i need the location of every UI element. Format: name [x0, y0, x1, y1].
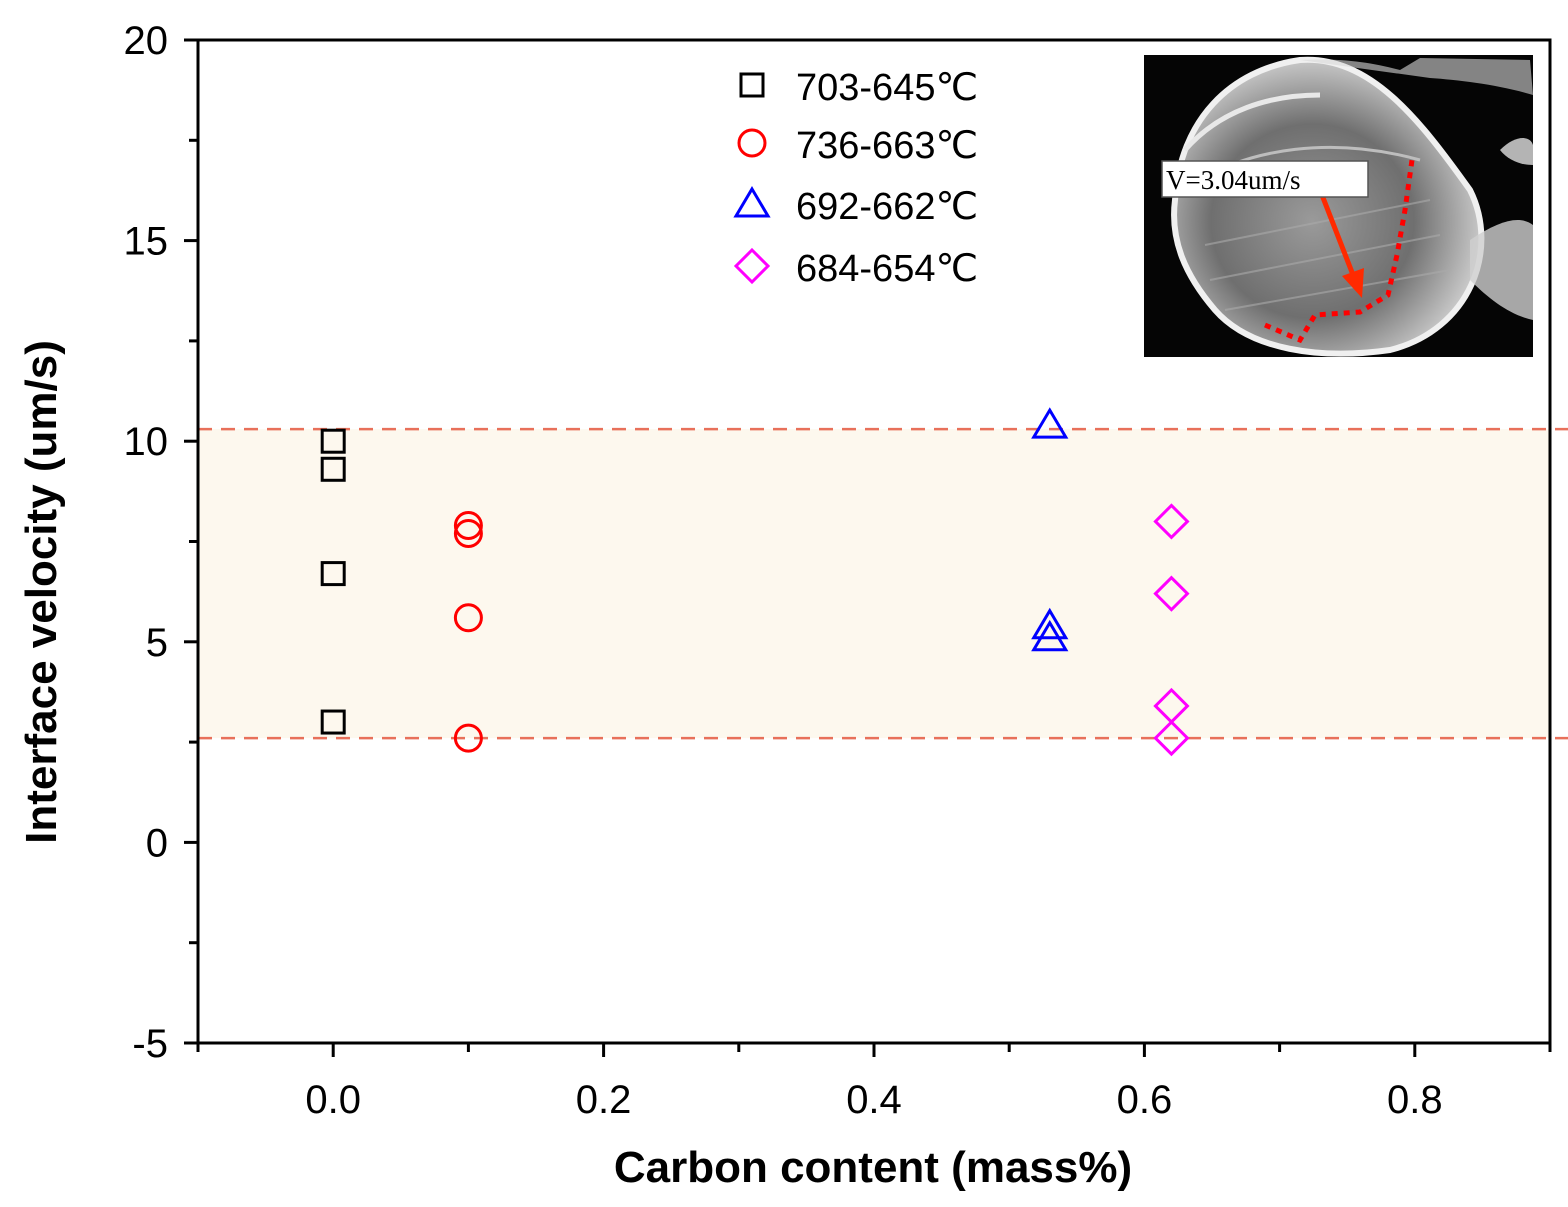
y-axis-ticks: -5 0 5 10 15 20 [124, 19, 198, 1066]
legend-label: 736-663℃ [796, 125, 978, 167]
data-point-circle [453, 518, 483, 548]
x-tick-label: 0.4 [846, 1078, 902, 1122]
y-tick-label: 15 [124, 220, 169, 264]
x-tick-label: 0.0 [305, 1078, 361, 1122]
legend-entry: 736-663℃ [737, 125, 978, 167]
data-point-circle [453, 723, 483, 753]
legend-marker-square [739, 72, 765, 98]
legend-label: 703-645℃ [796, 67, 978, 109]
data-point-triangle [1031, 607, 1069, 640]
data-point-square [320, 456, 346, 482]
velocity-range-band [198, 429, 1550, 739]
data-point-diamond [1153, 503, 1190, 540]
x-axis-title: Carbon content (mass%) [614, 1143, 1132, 1192]
velocity-arrow [1319, 194, 1358, 281]
data-point-diamond [1153, 575, 1190, 612]
legend-marker-triangle [733, 186, 771, 218]
legend-entry: 692-662℃ [733, 186, 978, 228]
y-tick-label: 10 [124, 420, 169, 464]
inset-label-box [1161, 160, 1369, 198]
y-tick-label: 5 [146, 621, 168, 665]
legend-entry: 684-654℃ [733, 247, 978, 290]
velocity-arrowhead [1342, 268, 1364, 298]
y-tick-label: 20 [124, 19, 169, 63]
data-point-circle [453, 603, 483, 633]
data-point-triangle [1031, 619, 1069, 652]
legend-marker-circle [737, 128, 767, 158]
data-points [320, 407, 1190, 757]
y-tick-label: -5 [132, 1022, 168, 1066]
x-tick-label: 0.2 [576, 1078, 632, 1122]
legend: 703-645℃ 736-663℃ 692-662℃ 684-654℃ [733, 67, 978, 290]
legend-entry: 703-645℃ [739, 67, 978, 109]
legend-label: 692-662℃ [796, 186, 978, 228]
y-axis-title: Interface velocity (um/s) [17, 340, 66, 844]
inset-micrograph: V=3.04um/s [1144, 55, 1533, 357]
data-point-circle [453, 510, 483, 540]
data-point-diamond [1153, 719, 1190, 757]
y-tick-label: 0 [146, 821, 168, 865]
x-tick-label: 0.8 [1387, 1078, 1443, 1122]
data-point-square [320, 561, 346, 587]
data-point-triangle [1031, 407, 1069, 439]
legend-label: 684-654℃ [796, 248, 978, 290]
x-axis-ticks: 0.0 0.2 0.4 0.6 0.8 [196, 1043, 1552, 1122]
data-point-square [320, 428, 346, 454]
data-point-square [320, 709, 346, 735]
x-tick-label: 0.6 [1117, 1078, 1173, 1122]
inset-velocity-label: V=3.04um/s [1166, 165, 1301, 195]
legend-marker-diamond [733, 247, 771, 285]
